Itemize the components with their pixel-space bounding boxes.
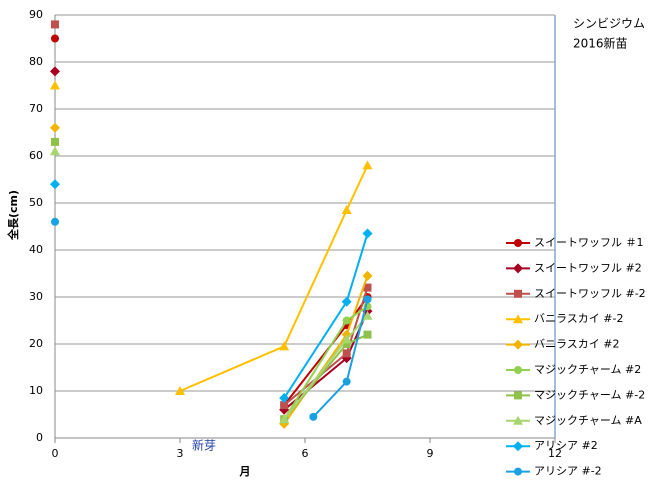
y-tick-label: 50 (29, 196, 43, 209)
legend-label: バニラスカイ #-2 (534, 312, 623, 325)
x-tick-label: 0 (52, 447, 59, 460)
y-tick-label: 80 (29, 55, 43, 68)
marker (342, 349, 351, 358)
legend-label: マジックチャーム #A (534, 414, 642, 427)
y-tick-label: 20 (29, 337, 43, 350)
marker (362, 270, 373, 281)
marker (50, 146, 60, 156)
legend-label: バニラスカイ #2 (534, 338, 620, 351)
legend-label: アリシア #-2 (534, 465, 602, 478)
y-tick-label: 0 (36, 431, 43, 444)
marker (514, 366, 522, 374)
marker (341, 205, 352, 215)
marker (342, 340, 351, 348)
y-axis-label: 全長(cm) (6, 190, 20, 241)
marker (513, 263, 523, 274)
marker (514, 391, 522, 400)
legend-label: マジックチャーム #-2 (534, 388, 645, 401)
y-tick-label: 10 (29, 384, 43, 397)
marker (342, 377, 351, 386)
y-tick-label: 60 (29, 149, 43, 162)
marker (341, 334, 352, 344)
legend-label: スイートワッフル #-2 (534, 287, 646, 300)
marker (51, 34, 59, 43)
y-tick-label: 30 (29, 290, 43, 303)
marker (513, 415, 523, 425)
marker (50, 122, 60, 133)
y-tick-label: 40 (29, 243, 43, 256)
x-tick-label: 12 (548, 447, 562, 460)
marker (514, 289, 522, 298)
marker (51, 20, 59, 29)
x-axis-label: 月 (239, 465, 251, 478)
note: シンビジウム (573, 17, 645, 31)
marker (279, 341, 290, 351)
annotation: 新芽 (192, 438, 216, 453)
marker (309, 412, 318, 421)
marker (341, 296, 352, 307)
x-tick-label: 9 (427, 447, 434, 460)
x-tick-label: 3 (177, 447, 184, 460)
marker (513, 314, 523, 324)
marker (50, 66, 60, 77)
marker (514, 467, 522, 476)
marker (514, 239, 522, 247)
marker (51, 217, 59, 226)
marker (50, 80, 60, 90)
series-line (179, 164, 369, 392)
marker (175, 386, 185, 395)
marker (513, 339, 523, 350)
legend-label: スイートワッフル ＃1 (534, 236, 644, 249)
legend-label: アリシア #2 (534, 439, 598, 452)
marker (363, 283, 372, 292)
x-tick-label: 6 (302, 447, 309, 460)
legend-label: スイートワッフル #2 (534, 261, 642, 274)
marker (279, 393, 290, 404)
legend-label: マジックチャーム #2 (534, 363, 641, 376)
marker (51, 137, 59, 146)
marker (362, 160, 373, 170)
marker (279, 414, 290, 424)
y-tick-label: 70 (29, 102, 43, 115)
marker (362, 310, 373, 320)
y-tick-label: 90 (29, 8, 43, 21)
marker (363, 295, 372, 304)
marker (513, 441, 523, 452)
marker (280, 401, 289, 410)
marker (362, 228, 373, 239)
marker (342, 316, 351, 325)
marker (50, 179, 60, 190)
marker (363, 330, 372, 339)
note: 2016新苗 (573, 36, 628, 51)
